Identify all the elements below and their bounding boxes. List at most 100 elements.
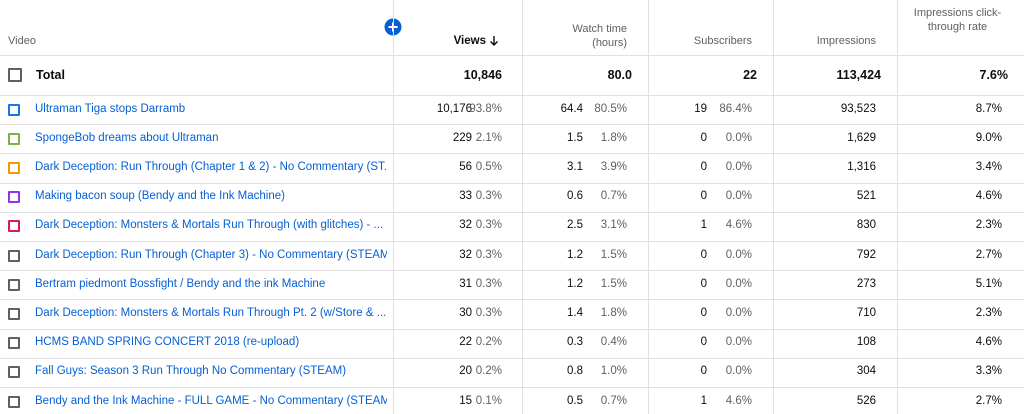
column-divider xyxy=(648,0,649,414)
views-percent: 0.2% xyxy=(475,365,502,378)
subscribers-percent: 0.0% xyxy=(725,190,752,203)
checkbox[interactable] xyxy=(8,249,20,262)
subscribers: 0 xyxy=(700,161,707,173)
row-divider xyxy=(0,241,1024,242)
views: 33 xyxy=(459,190,472,203)
impressions: 1,629 xyxy=(847,131,876,144)
subscribers-percent: 86.4% xyxy=(719,102,752,115)
row-divider xyxy=(0,95,1024,96)
subscribers: 19 xyxy=(694,102,707,115)
watch-time: 1.2 xyxy=(567,248,583,261)
views-percent: 0.3% xyxy=(475,307,502,319)
watch-time-percent: 1.5% xyxy=(600,277,627,290)
impressions: 521 xyxy=(856,190,876,203)
row-divider xyxy=(0,299,1024,301)
sort-arrow xyxy=(490,36,498,46)
header-watch-time[interactable]: Watch time (hours) xyxy=(572,23,627,49)
ctr: 9.0% xyxy=(975,131,1002,144)
video-title[interactable]: Bertram piedmont Bossfight / Bendy and t… xyxy=(35,277,326,290)
watch-time-percent: 1.5% xyxy=(600,248,627,261)
views-percent: 0.3% xyxy=(475,277,502,290)
header-impressions[interactable]: Impressions xyxy=(816,35,876,47)
watch-time-percent: 1.8% xyxy=(600,131,627,144)
video-title[interactable]: Dark Deception: Monsters & Mortals Run T… xyxy=(35,307,387,319)
watch-time: 1.2 xyxy=(567,277,583,290)
watch-time: 0.6 xyxy=(567,190,583,203)
views: 56 xyxy=(459,161,472,173)
views: 10,176 xyxy=(436,102,472,115)
ctr: 8.7% xyxy=(975,102,1002,115)
checkbox[interactable] xyxy=(8,278,20,291)
impressions: 526 xyxy=(856,394,876,407)
ctr: 2.3% xyxy=(975,219,1002,232)
watch-time-percent: 0.4% xyxy=(600,336,627,349)
header-ctr[interactable]: Impressions click-through rate xyxy=(913,7,1002,33)
impressions: 830 xyxy=(856,219,876,232)
watch-time: 0.3 xyxy=(567,336,583,349)
views: 22 xyxy=(459,336,472,349)
video-title[interactable]: Fall Guys: Season 3 Run Through No Comme… xyxy=(35,365,347,378)
checkbox[interactable] xyxy=(8,220,20,233)
video-title[interactable]: Dark Deception: Monsters & Mortals Run T… xyxy=(35,219,384,232)
ctr: 4.6% xyxy=(975,190,1002,203)
views-percent: 0.3% xyxy=(475,190,502,203)
watch-time: 0.5 xyxy=(567,394,583,407)
ctr: 4.6% xyxy=(975,336,1002,349)
video-title[interactable]: HCMS BAND SPRING CONCERT 2018 (re-upload… xyxy=(35,336,300,349)
watch-time-percent: 0.7% xyxy=(600,190,627,203)
views: 31 xyxy=(459,277,472,290)
ctr: 3.4% xyxy=(975,161,1002,173)
subscribers: 0 xyxy=(700,190,707,203)
video-title[interactable]: Dark Deception: Run Through (Chapter 1 &… xyxy=(35,161,387,173)
row-divider xyxy=(0,357,1024,359)
checkbox[interactable] xyxy=(8,308,20,320)
subscribers-percent: 4.6% xyxy=(725,219,752,232)
views-percent: 0.1% xyxy=(475,394,502,407)
video-title[interactable]: SpongeBob dreams about Ultraman xyxy=(35,131,219,144)
watch-time-percent: 0.7% xyxy=(600,394,627,407)
subscribers: 0 xyxy=(700,248,707,261)
header-video: Video xyxy=(8,35,36,47)
views: 32 xyxy=(459,219,472,232)
watch-time-percent: 80.5% xyxy=(594,102,627,115)
subscribers-percent: 0.0% xyxy=(725,161,752,173)
total-ctr: 7.6% xyxy=(979,68,1009,82)
subscribers-percent: 0.0% xyxy=(725,307,752,319)
total-impressions: 113,424 xyxy=(836,68,882,82)
row-divider xyxy=(0,182,1024,184)
ctr: 2.3% xyxy=(975,307,1002,319)
checkbox[interactable] xyxy=(8,337,20,350)
header-views[interactable]: Views xyxy=(453,35,486,47)
views-percent: 93.8% xyxy=(469,102,502,115)
impressions: 710 xyxy=(856,307,876,319)
video-title[interactable]: Dark Deception: Run Through (Chapter 3) … xyxy=(35,248,387,261)
video-title[interactable]: Ultraman Tiga stops Darramb xyxy=(35,102,186,115)
watch-time: 64.4 xyxy=(560,102,583,115)
column-divider xyxy=(522,0,523,414)
views: 15 xyxy=(459,394,472,407)
checkbox[interactable] xyxy=(8,191,20,204)
ctr: 5.1% xyxy=(975,277,1002,290)
views-percent: 0.2% xyxy=(475,336,502,349)
checkbox[interactable] xyxy=(8,103,20,116)
video-title[interactable]: Making bacon soup (Bendy and the Ink Mac… xyxy=(35,190,285,203)
checkbox[interactable] xyxy=(8,366,20,379)
total-subscribers: 22 xyxy=(743,68,757,82)
checkbox[interactable] xyxy=(8,395,20,408)
views: 32 xyxy=(459,248,472,261)
views-percent: 0.3% xyxy=(475,248,502,261)
checkbox[interactable] xyxy=(8,68,22,82)
impressions: 93,523 xyxy=(840,102,876,115)
checkbox[interactable] xyxy=(8,132,20,145)
total-watch-time: 80.0 xyxy=(607,68,632,82)
watch-time: 1.4 xyxy=(567,307,583,319)
header-subscribers[interactable]: Subscribers xyxy=(693,35,752,47)
views: 20 xyxy=(459,365,472,378)
watch-time: 0.8 xyxy=(567,365,583,378)
views-percent: 2.1% xyxy=(475,131,502,144)
checkbox[interactable] xyxy=(8,162,20,174)
video-title[interactable]: Bendy and the Ink Machine - FULL GAME - … xyxy=(35,394,387,407)
subscribers: 1 xyxy=(700,219,707,232)
watch-time-percent: 1.0% xyxy=(600,365,627,378)
